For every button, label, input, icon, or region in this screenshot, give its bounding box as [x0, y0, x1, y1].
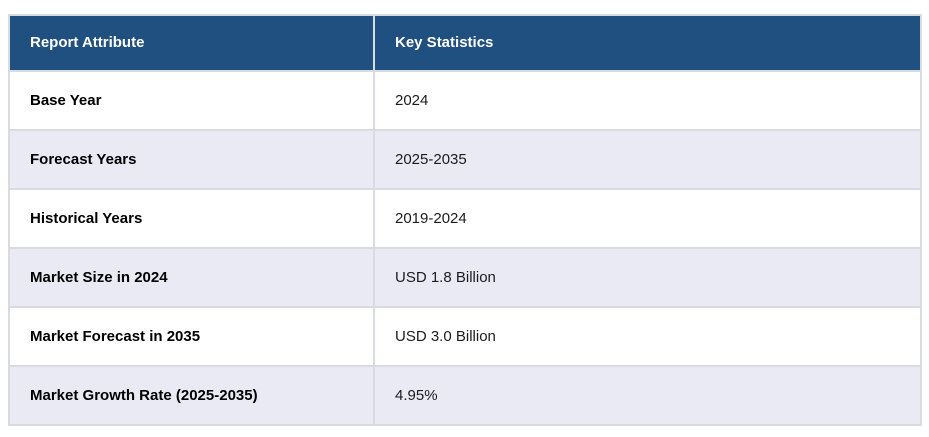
value-cell: USD 1.8 Billion [373, 247, 922, 308]
value-cell: 2025-2035 [373, 129, 922, 190]
report-attributes-table: Report Attribute Key Statistics Base Yea… [8, 14, 922, 426]
table-row-forecast-years: Forecast Years 2025-2035 [8, 129, 922, 190]
attribute-cell: Base Year [8, 70, 375, 131]
attribute-cell: Historical Years [8, 188, 375, 249]
table-row-market-size: Market Size in 2024 USD 1.8 Billion [8, 247, 922, 308]
table-row-market-growth-rate: Market Growth Rate (2025-2035) 4.95% [8, 365, 922, 426]
value-cell: USD 3.0 Billion [373, 306, 922, 367]
column-header-key-statistics: Key Statistics [373, 14, 922, 72]
attribute-cell: Market Forecast in 2035 [8, 306, 375, 367]
value-cell: 4.95% [373, 365, 922, 426]
table-row-historical-years: Historical Years 2019-2024 [8, 188, 922, 249]
value-cell: 2019-2024 [373, 188, 922, 249]
value-cell: 2024 [373, 70, 922, 131]
table-header-row: Report Attribute Key Statistics [8, 14, 922, 72]
column-header-report-attribute: Report Attribute [8, 14, 375, 72]
attribute-cell: Forecast Years [8, 129, 375, 190]
attribute-cell: Market Size in 2024 [8, 247, 375, 308]
table-row-market-forecast: Market Forecast in 2035 USD 3.0 Billion [8, 306, 922, 367]
attribute-cell: Market Growth Rate (2025-2035) [8, 365, 375, 426]
table-row-base-year: Base Year 2024 [8, 70, 922, 131]
